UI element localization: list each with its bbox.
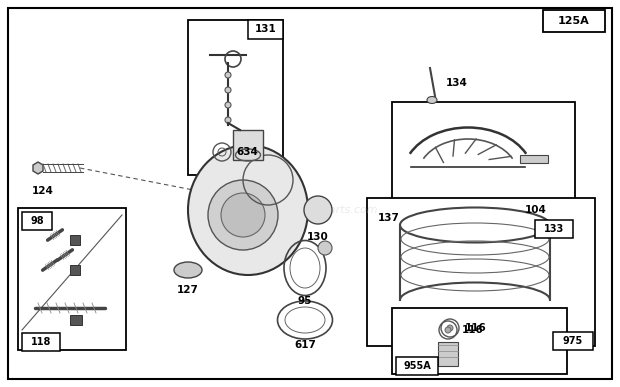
Bar xyxy=(392,102,575,232)
Bar xyxy=(396,357,438,375)
Bar xyxy=(18,208,126,350)
Text: 134: 134 xyxy=(446,78,468,88)
Text: 4ReplacementParts.com: 4ReplacementParts.com xyxy=(242,205,378,215)
Text: 116: 116 xyxy=(462,325,484,335)
Text: 125A: 125A xyxy=(558,16,590,26)
Polygon shape xyxy=(520,155,548,163)
Bar xyxy=(22,212,52,230)
Circle shape xyxy=(225,72,231,78)
Text: 127: 127 xyxy=(177,285,199,295)
Bar xyxy=(70,235,80,245)
Bar xyxy=(392,308,567,374)
Circle shape xyxy=(447,325,453,331)
Bar xyxy=(367,198,595,346)
Bar xyxy=(22,333,60,351)
Bar xyxy=(553,332,593,350)
Text: 975: 975 xyxy=(563,336,583,346)
Text: 124: 124 xyxy=(32,186,54,196)
Circle shape xyxy=(445,327,451,333)
Polygon shape xyxy=(33,162,43,174)
Circle shape xyxy=(208,180,278,250)
Bar xyxy=(70,315,82,325)
Text: 955A: 955A xyxy=(403,361,431,371)
Text: 137: 137 xyxy=(378,213,400,223)
Ellipse shape xyxy=(174,262,202,278)
Circle shape xyxy=(225,117,231,123)
Text: 617: 617 xyxy=(294,340,316,350)
Text: 133: 133 xyxy=(544,224,564,234)
Bar xyxy=(70,265,80,275)
Ellipse shape xyxy=(427,96,437,103)
Text: 104: 104 xyxy=(525,205,547,215)
Text: 116: 116 xyxy=(465,323,487,333)
Bar xyxy=(248,20,283,39)
Bar xyxy=(535,220,573,238)
Bar xyxy=(188,20,283,175)
Text: 95: 95 xyxy=(298,296,312,306)
Text: 130: 130 xyxy=(307,232,329,242)
Bar xyxy=(543,10,605,32)
Bar xyxy=(365,85,600,345)
Circle shape xyxy=(225,102,231,108)
Text: 98: 98 xyxy=(30,216,44,226)
Bar xyxy=(90,15,360,365)
Ellipse shape xyxy=(188,145,308,275)
Text: 118: 118 xyxy=(31,337,51,347)
Text: 131: 131 xyxy=(255,24,277,34)
Bar xyxy=(438,342,458,366)
Circle shape xyxy=(225,87,231,93)
Circle shape xyxy=(221,193,265,237)
Text: 634: 634 xyxy=(236,147,258,157)
Bar xyxy=(233,130,263,160)
Circle shape xyxy=(318,241,332,255)
Circle shape xyxy=(304,196,332,224)
